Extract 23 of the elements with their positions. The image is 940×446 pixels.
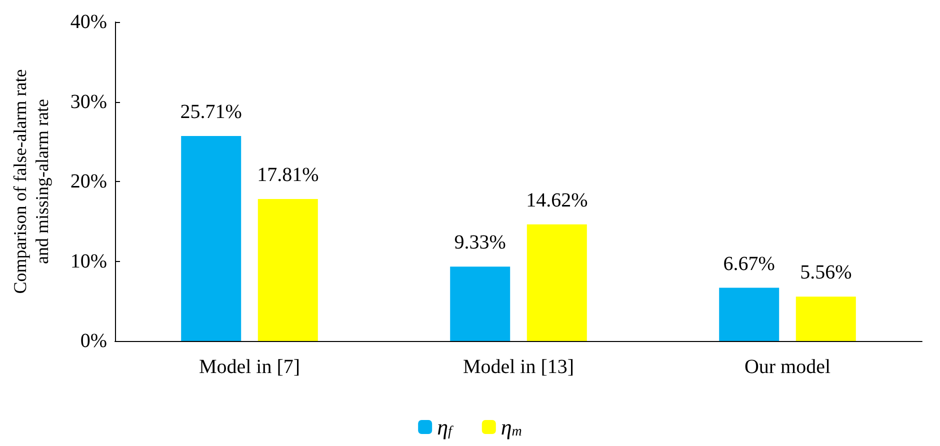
bar bbox=[181, 136, 242, 341]
bar bbox=[796, 296, 856, 341]
x-tick-label: Model in [13] bbox=[462, 356, 574, 378]
y-tick-label: 40% bbox=[70, 11, 107, 33]
bar bbox=[258, 198, 318, 341]
y-tick-label: 0% bbox=[80, 330, 107, 352]
data-label: 25.71% bbox=[180, 100, 242, 123]
y-tick-label: 30% bbox=[70, 90, 107, 113]
x-tick-label: Our model bbox=[744, 356, 831, 378]
x-tick-label: Model in [7] bbox=[198, 356, 300, 378]
legend-label: ηf bbox=[437, 414, 454, 440]
y-axis-title: Comparison of false-alarm rate and missing-alarm rate bbox=[10, 69, 52, 294]
legend-label: ηm bbox=[500, 414, 522, 440]
data-label: 9.33% bbox=[454, 232, 506, 254]
data-label: 5.56% bbox=[800, 262, 852, 284]
y-tick-label: 20% bbox=[70, 170, 107, 192]
data-label: 6.67% bbox=[723, 252, 775, 275]
data-label: 17.81% bbox=[257, 164, 319, 186]
bar bbox=[719, 288, 780, 341]
y-tick-label: 10% bbox=[70, 250, 107, 272]
bar bbox=[450, 266, 510, 341]
data-label: 14.62% bbox=[526, 189, 588, 212]
bar bbox=[526, 224, 587, 341]
